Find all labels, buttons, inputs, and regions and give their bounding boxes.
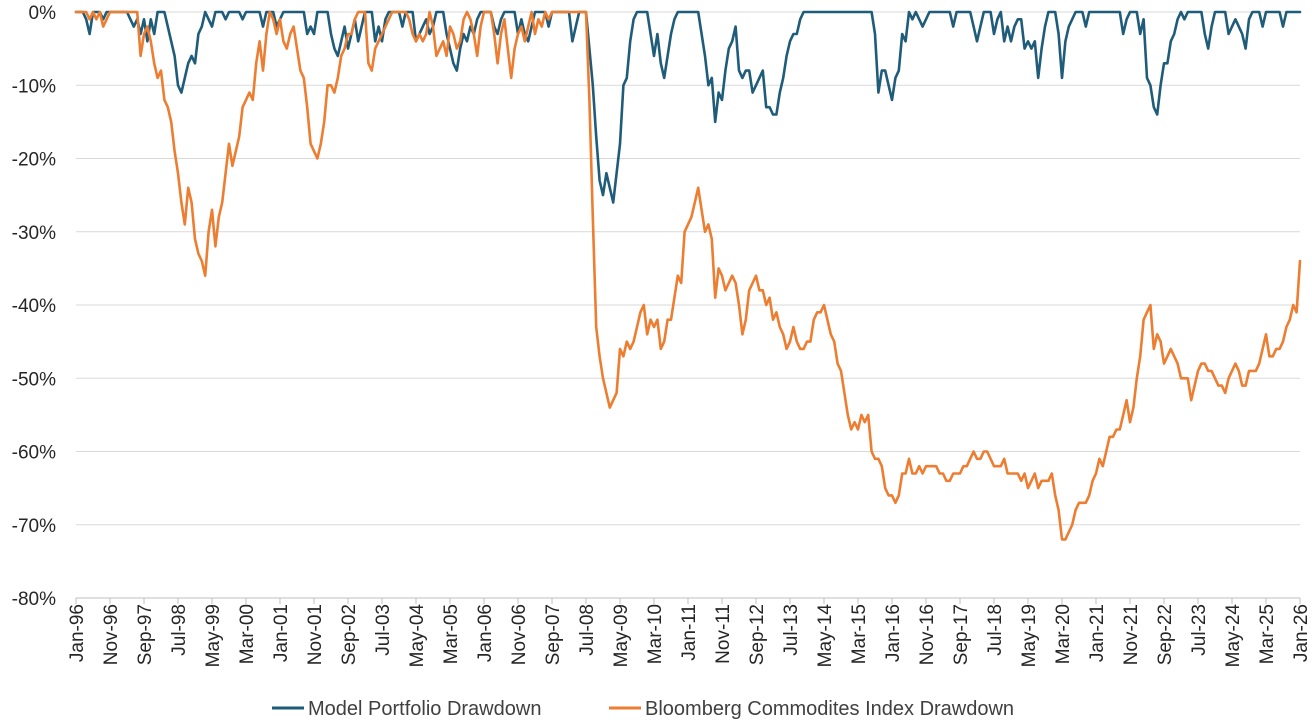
x-tick-label: Mar-10 xyxy=(645,604,666,664)
x-tick-label: May-04 xyxy=(407,604,428,668)
x-axis-tick-labels: Jan-96 Nov-96 Sep-97 Jul-98 May-99 Mar-00 Jan-… xyxy=(67,604,1312,668)
x-tick-label: Jan-21 xyxy=(1087,604,1108,662)
x-tick-label: Nov-21 xyxy=(1121,604,1142,665)
series-lines xyxy=(74,10,1302,541)
y-tick-label: -30% xyxy=(12,223,56,244)
x-tick-label: Jul-08 xyxy=(577,604,598,656)
y-tick-label: -60% xyxy=(12,443,56,464)
x-tick-label: Sep-22 xyxy=(1155,604,1176,665)
legend-label-model-portfolio: Model Portfolio Drawdown xyxy=(308,698,541,720)
x-tick-label: Jan-26 xyxy=(1291,604,1312,662)
x-tick-label: Jul-13 xyxy=(781,604,802,656)
x-tick-label: Nov-96 xyxy=(101,604,122,665)
x-tick-label: Mar-25 xyxy=(1257,604,1278,664)
x-tick-label: Mar-00 xyxy=(237,604,258,664)
x-tick-label: Jan-16 xyxy=(883,604,904,662)
x-tick-label: May-14 xyxy=(815,604,836,668)
x-tick-label: Jul-23 xyxy=(1189,604,1210,656)
x-tick-label: Jan-96 xyxy=(67,604,88,662)
x-tick-label: Nov-06 xyxy=(509,604,530,665)
x-tick-label: Jan-11 xyxy=(679,604,700,661)
x-tick-label: Jan-01 xyxy=(271,604,292,662)
series-line-model-portfolio xyxy=(74,10,1302,204)
x-tick-label: Nov-11 xyxy=(713,604,734,664)
x-tick-label: Jul-98 xyxy=(169,604,190,656)
x-tick-label: Sep-02 xyxy=(339,604,360,665)
y-tick-label: -20% xyxy=(12,150,56,171)
y-tick-label: -40% xyxy=(12,296,56,317)
x-axis-ticks xyxy=(75,598,1301,604)
x-tick-label: Mar-15 xyxy=(849,604,870,664)
legend: Model Portfolio Drawdown Bloomberg Commo… xyxy=(272,698,1014,720)
x-tick-label: Nov-01 xyxy=(305,604,326,665)
x-tick-label: Sep-17 xyxy=(951,604,972,665)
x-tick-label: Mar-20 xyxy=(1053,604,1074,664)
x-tick-label: May-19 xyxy=(1019,604,1040,667)
x-tick-label: Mar-05 xyxy=(441,604,462,664)
y-tick-label: -10% xyxy=(12,76,56,97)
series-line-bloomberg-commodities xyxy=(74,10,1302,541)
y-tick-label: -80% xyxy=(12,589,56,610)
x-tick-label: Sep-97 xyxy=(135,604,156,665)
gridlines xyxy=(76,11,1300,599)
x-tick-label: Nov-16 xyxy=(917,604,938,665)
x-tick-label: Jan-06 xyxy=(475,604,496,662)
x-tick-label: Jul-18 xyxy=(985,604,1006,656)
y-tick-label: -50% xyxy=(12,369,56,390)
legend-label-bloomberg-commodities: Bloomberg Commodites Index Drawdown xyxy=(645,698,1014,720)
x-tick-label: Sep-12 xyxy=(747,604,768,665)
y-tick-label: -70% xyxy=(12,516,56,537)
x-tick-label: May-24 xyxy=(1223,604,1244,668)
y-tick-label: 0% xyxy=(29,3,57,24)
y-axis-tick-labels: 0% -10% -20% -30% -40% -50% -60% -70% -80% xyxy=(12,3,56,610)
x-tick-label: Jul-03 xyxy=(373,604,394,656)
x-tick-label: May-09 xyxy=(611,604,632,667)
x-tick-label: May-99 xyxy=(203,604,224,667)
x-tick-label: Sep-07 xyxy=(543,604,564,665)
